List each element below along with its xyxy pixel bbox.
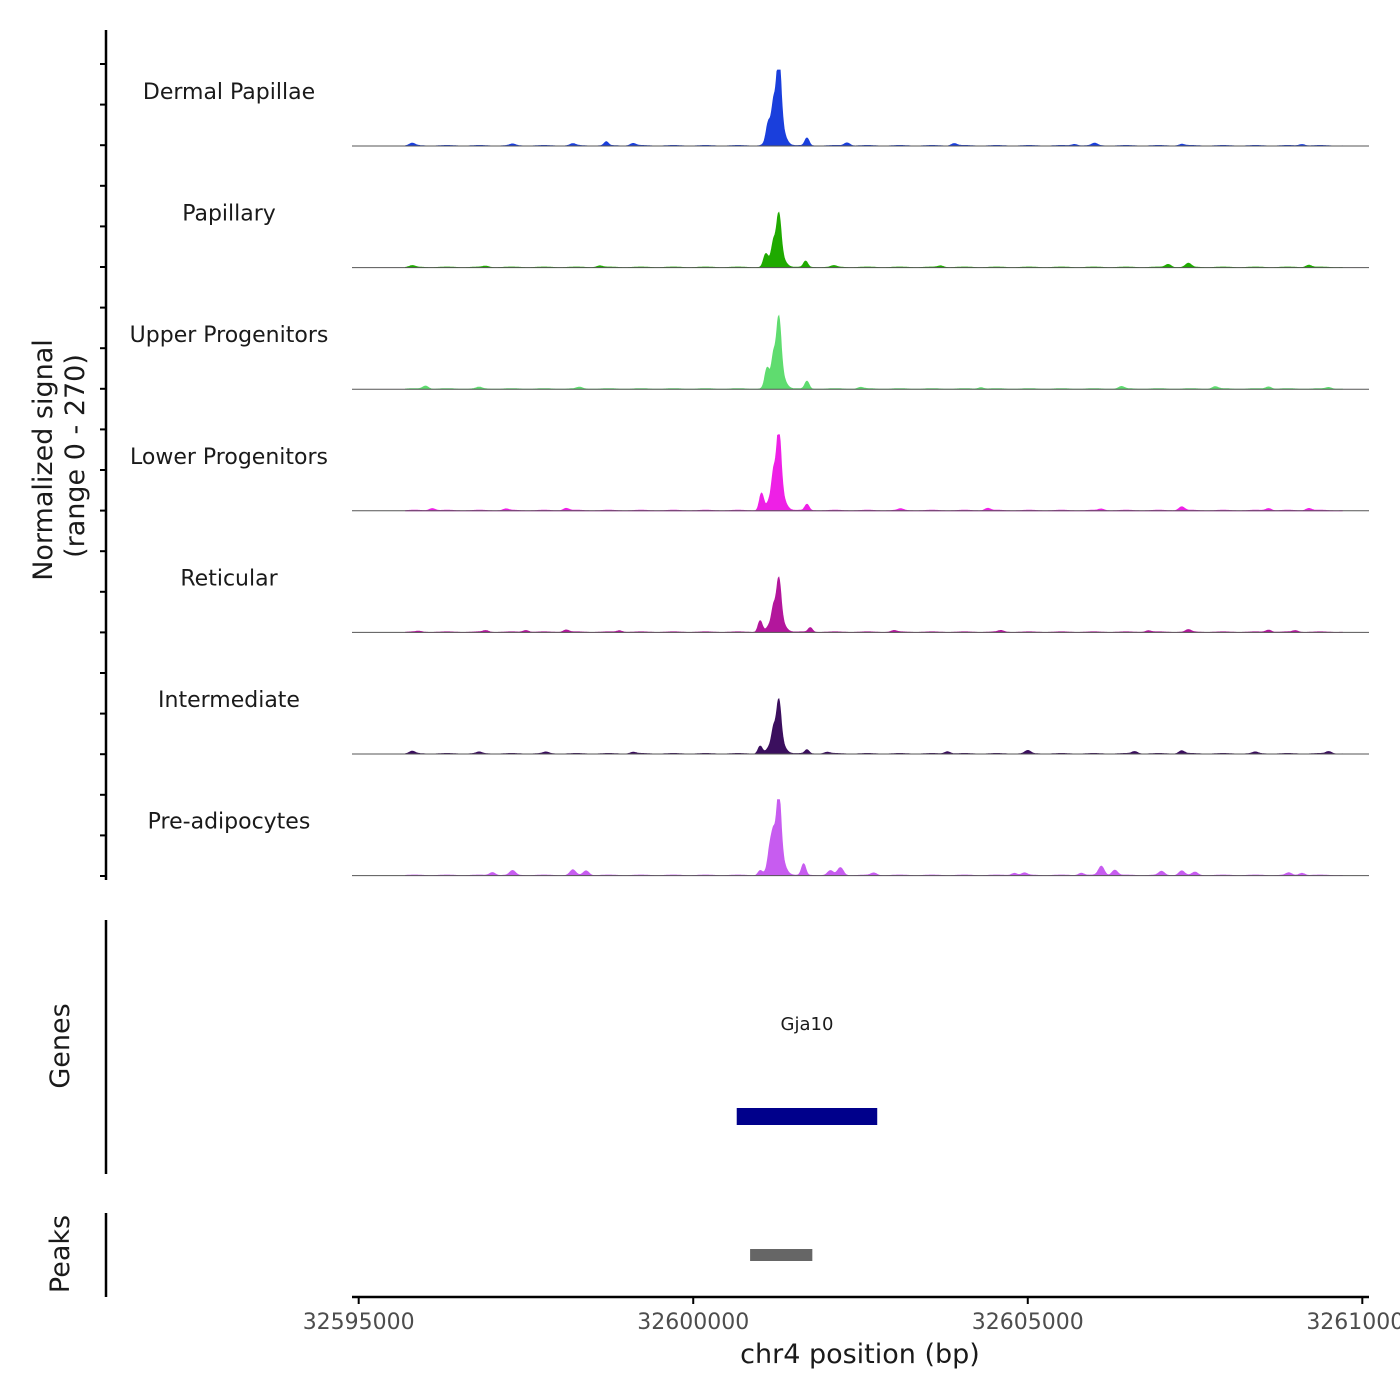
track-label: Reticular: [180, 566, 278, 591]
gene-body: [736, 1108, 878, 1125]
x-tick-label: 32600000: [637, 1310, 749, 1335]
x-tick-label: 32610000: [1306, 1310, 1400, 1335]
signal-area: [405, 211, 1343, 268]
signal-area: [405, 314, 1343, 390]
peaks-track: [750, 1249, 813, 1261]
x-axis-ticks: 32595000 32600000 32605000 32610000: [303, 1297, 1400, 1335]
track-label: Lower Progenitors: [130, 445, 328, 470]
peaks-axis-title: Peaks: [45, 1215, 76, 1293]
track-label: Dermal Papillae: [143, 80, 315, 105]
y-axis-title-line1: Normalized signal: [28, 339, 59, 581]
signal-y-axis-ticks: [100, 63, 106, 877]
track-dermal-papillae: Dermal Papillae: [143, 69, 1369, 147]
track-label: Upper Progenitors: [130, 323, 329, 348]
signal-area: [405, 799, 1343, 876]
track-label: Pre-adipocytes: [148, 810, 311, 835]
track-papillary: Papillary: [182, 202, 1369, 269]
track-label: Papillary: [182, 202, 276, 227]
signal-area: [405, 576, 1343, 633]
signal-area: [405, 434, 1343, 512]
track-intermediate: Intermediate: [158, 688, 1369, 755]
signal-tracks: Dermal Papillae Papillary Upper Progenitor…: [130, 69, 1369, 877]
x-tick-label: 32605000: [972, 1310, 1084, 1335]
track-pre-adipocytes: Pre-adipocytes: [148, 799, 1369, 877]
gene-label: Gja10: [781, 1014, 834, 1035]
genes-axis-title: Genes: [45, 1003, 76, 1088]
x-axis-title: chr4 position (bp): [740, 1339, 980, 1370]
x-tick-label: 32595000: [303, 1310, 415, 1335]
signal-area: [405, 69, 1343, 147]
track-label: Intermediate: [158, 688, 300, 713]
y-axis-title-line2: (range 0 - 270): [60, 354, 91, 558]
track-lower-progenitors: Lower Progenitors: [130, 434, 1369, 512]
signal-area: [405, 697, 1343, 755]
track-reticular: Reticular: [180, 566, 1369, 633]
peak-region: [750, 1249, 813, 1261]
genes-track: Gja10: [736, 1014, 878, 1125]
track-upper-progenitors: Upper Progenitors: [130, 314, 1369, 390]
